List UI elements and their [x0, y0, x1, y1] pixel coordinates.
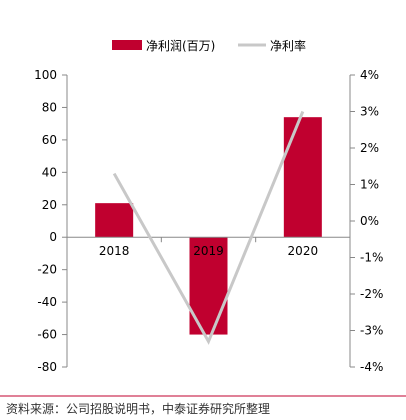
- legend: 净利润(百万) 净利率: [112, 38, 306, 53]
- left-tick-label: 40: [42, 165, 57, 179]
- x-tick-labels: 2018 2019 2020: [99, 244, 318, 258]
- legend-label-net-margin: 净利率: [270, 38, 306, 53]
- right-y-axis: 4% 3% 2% 1% 0% -1% -2% -3% -4%: [349, 68, 383, 374]
- x-axis: [66, 236, 351, 243]
- legend-swatch-net-profit: [112, 40, 142, 50]
- right-tick-label: 4%: [360, 68, 379, 82]
- net-margin-line: [112, 110, 305, 345]
- left-tick-label: -80: [37, 360, 57, 374]
- bar-2018: [95, 203, 134, 238]
- bar-series: [95, 117, 322, 335]
- right-tick-label: -1%: [360, 251, 383, 265]
- right-tick-label: 1%: [360, 178, 379, 192]
- right-tick-label: 2%: [360, 141, 379, 155]
- right-tick-label: 0%: [360, 214, 379, 228]
- left-tick-label: 80: [42, 100, 57, 114]
- x-tick-label-2019: 2019: [193, 244, 224, 258]
- right-tick-label: 3%: [360, 105, 379, 119]
- left-tick-label: 0: [49, 230, 57, 244]
- x-tick-label-2018: 2018: [99, 244, 130, 258]
- right-tick-label: -2%: [360, 287, 383, 301]
- source-note: 资料来源：公司招股说明书，中泰证券研究所整理: [6, 401, 270, 416]
- right-tick-label: -3%: [360, 324, 383, 338]
- line-series: [112, 110, 305, 345]
- bar-2020: [283, 117, 322, 238]
- left-tick-label: -20: [37, 263, 57, 277]
- left-y-axis: 100 80 60 40 20 0 -20 -40 -60 -80: [34, 68, 68, 374]
- left-tick-label: 100: [34, 68, 57, 82]
- left-tick-label: -60: [37, 328, 57, 342]
- left-tick-label: 60: [42, 133, 57, 147]
- legend-label-net-profit: 净利润(百万): [146, 39, 215, 53]
- x-tick-label-2020: 2020: [288, 244, 319, 258]
- right-tick-label: -4%: [360, 360, 383, 374]
- left-tick-label: 20: [42, 198, 57, 212]
- left-tick-label: -40: [37, 295, 57, 309]
